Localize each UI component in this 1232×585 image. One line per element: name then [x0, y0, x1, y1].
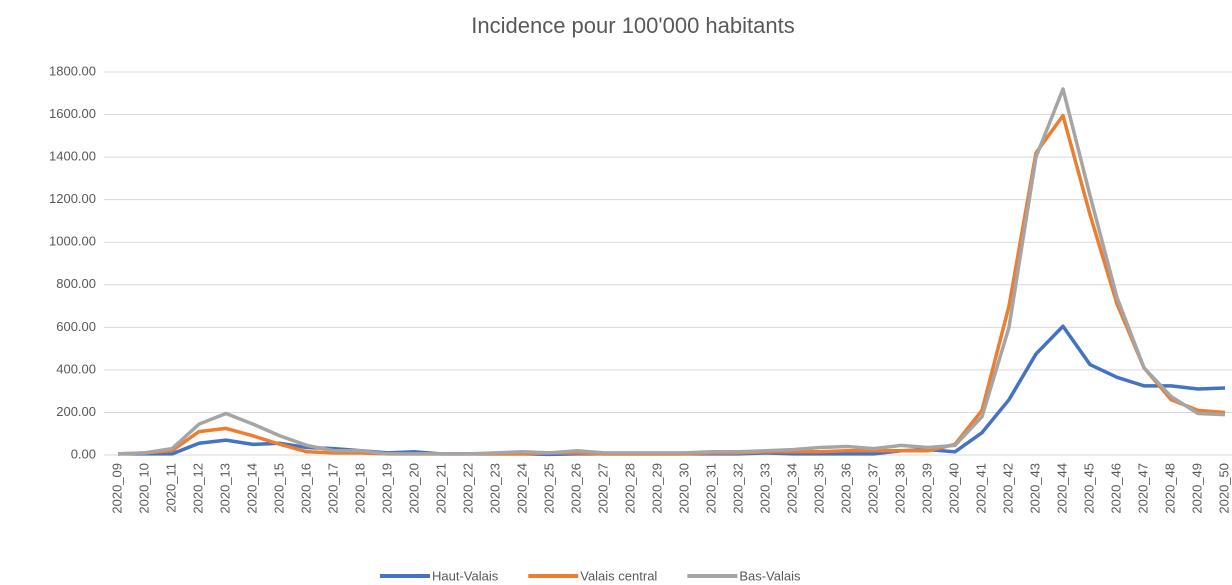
x-tick-label: 2020_23 [487, 463, 502, 514]
x-tick-label: 2020_25 [541, 463, 556, 514]
x-tick-label: 2020_47 [1135, 463, 1150, 514]
y-tick-label: 600.00 [56, 319, 96, 334]
x-tick-label: 2020_37 [865, 463, 880, 514]
x-tick-label: 2020_20 [406, 463, 421, 514]
y-tick-label: 400.00 [56, 361, 96, 376]
y-tick-label: 800.00 [56, 276, 96, 291]
x-tick-label: 2020_12 [190, 463, 205, 514]
x-tick-label: 2020_48 [1162, 463, 1177, 514]
x-tick-label: 2020_31 [703, 463, 718, 514]
x-tick-label: 2020_26 [568, 463, 583, 514]
y-tick-label: 1200.00 [49, 191, 96, 206]
x-tick-label: 2020_36 [838, 463, 853, 514]
series-line [118, 324, 1226, 457]
series-line [117, 87, 1226, 456]
y-tick-label: 200.00 [56, 404, 96, 419]
x-tick-label: 2020_35 [811, 463, 826, 514]
y-tick-label: 1000.00 [49, 234, 96, 249]
legend-label: Bas-Valais [739, 568, 801, 583]
x-tick-label: 2020_38 [892, 463, 907, 514]
y-tick-label: 1400.00 [49, 149, 96, 164]
chart-title: Incidence pour 100'000 habitants [471, 13, 794, 38]
y-tick-label: 1600.00 [49, 106, 96, 121]
x-tick-label: 2020_39 [919, 463, 934, 514]
x-tick-label: 2020_46 [1108, 463, 1123, 514]
x-tick-label: 2020_14 [244, 463, 259, 514]
x-tick-label: 2020_29 [649, 463, 664, 514]
x-tick-label: 2020_11 [163, 463, 178, 513]
x-tick-label: 2020_33 [757, 463, 772, 514]
x-tick-label: 2020_22 [460, 463, 475, 514]
x-tick-label: 2020_18 [352, 463, 367, 514]
x-tick-label: 2020_09 [109, 463, 124, 514]
y-tick-label: 0.00 [71, 446, 96, 461]
legend-label: Valais central [580, 568, 657, 583]
x-tick-label: 2020_32 [730, 463, 745, 514]
x-tick-label: 2020_15 [271, 463, 286, 514]
x-tick-label: 2020_21 [433, 463, 448, 514]
x-tick-label: 2020_24 [514, 463, 529, 514]
x-tick-label: 2020_16 [298, 463, 313, 514]
x-tick-label: 2020_43 [1027, 463, 1042, 514]
x-tick-label: 2020_34 [784, 463, 799, 514]
x-tick-label: 2020_42 [1000, 463, 1015, 514]
x-tick-label: 2020_10 [136, 463, 151, 514]
x-tick-label: 2020_27 [595, 463, 610, 514]
x-tick-label: 2020_19 [379, 463, 394, 514]
x-tick-label: 2020_17 [325, 463, 340, 514]
x-tick-label: 2020_49 [1189, 463, 1204, 514]
x-tick-label: 2020_50 [1216, 463, 1231, 514]
x-tick-label: 2020_45 [1081, 463, 1096, 514]
x-tick-label: 2020_13 [217, 463, 232, 514]
x-tick-label: 2020_40 [946, 463, 961, 514]
x-tick-label: 2020_44 [1054, 463, 1069, 514]
legend-label: Haut-Valais [432, 568, 499, 583]
x-tick-label: 2020_41 [973, 463, 988, 514]
y-tick-label: 1800.00 [49, 63, 96, 78]
x-tick-label: 2020_28 [622, 463, 637, 514]
x-tick-label: 2020_30 [676, 463, 691, 514]
